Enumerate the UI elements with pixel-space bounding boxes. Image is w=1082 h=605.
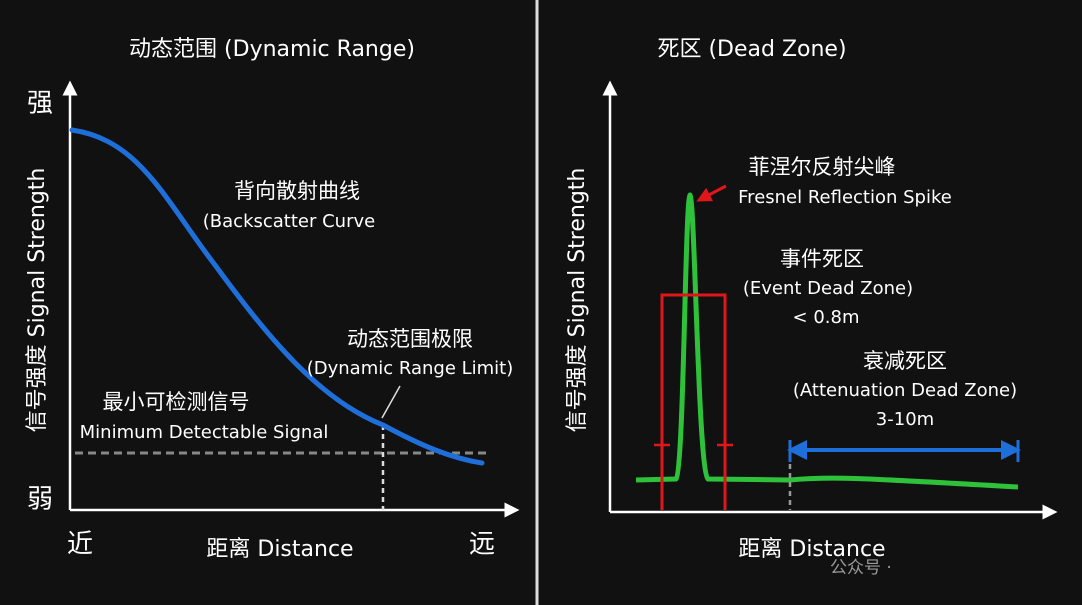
annotation: 背向散射曲线 <box>234 179 360 203</box>
x-axis-label: 距离 Distance <box>206 537 353 562</box>
annotation: 事件死区 <box>780 247 864 271</box>
annotation: < 0.8m <box>793 307 860 328</box>
axis-end-label: 弱 <box>27 485 53 515</box>
watermark: 公众号 · <box>830 558 892 578</box>
pointer <box>381 385 401 419</box>
right-panel: 死区 (Dead Zone) 距离 Distance 信号强度 Signal S… <box>565 37 1058 562</box>
annotation: 动态范围极限 <box>347 327 473 351</box>
annotation: 菲涅尔反射尖峰 <box>749 155 896 179</box>
annotation: Minimum Detectable Signal <box>80 422 329 443</box>
annotation: (Attenuation Dead Zone) <box>793 380 1017 401</box>
annotation: (Backscatter Curve <box>203 211 375 232</box>
y-axis-label: 信号强度 Signal Strength <box>25 168 50 433</box>
trace <box>635 192 1019 490</box>
annotation: Fresnel Reflection Spike <box>738 187 952 208</box>
x-axis-label: 距离 Distance <box>738 537 885 562</box>
y-axis-label: 信号强度 Signal Strength <box>565 168 590 433</box>
event-dead-zone-box <box>660 293 727 510</box>
annotation: (Event Dead Zone) <box>743 278 913 299</box>
backscatter-curve <box>69 127 485 466</box>
annotation: 3-10m <box>876 409 934 430</box>
annotation: 衰减死区 <box>863 349 947 373</box>
left-panel: 动态范围 (Dynamic Range) 强 弱 近 远 距离 Distance… <box>25 37 520 562</box>
axis-end-label: 强 <box>27 89 53 119</box>
title: 动态范围 (Dynamic Range) <box>129 37 415 62</box>
annotation: 最小可检测信号 <box>103 390 250 414</box>
title: 死区 (Dead Zone) <box>657 37 846 62</box>
axis-end-label: 远 <box>469 530 495 560</box>
axis-end-label: 近 <box>67 530 93 560</box>
annotation: (Dynamic Range Limit) <box>307 358 514 379</box>
spike-pointer <box>696 184 727 202</box>
